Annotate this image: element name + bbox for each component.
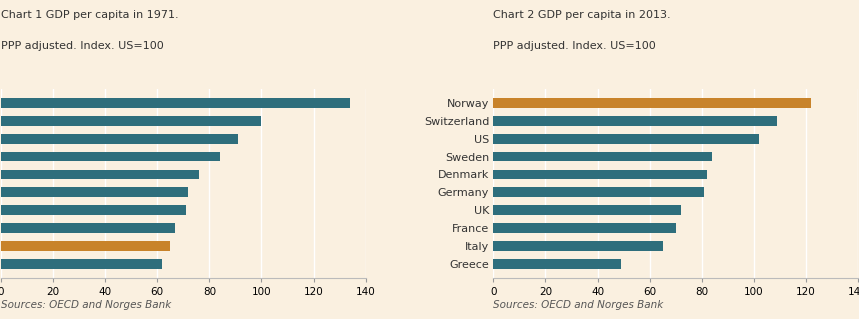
- Bar: [493, 169, 707, 179]
- Text: Sources: OECD and Norges Bank: Sources: OECD and Norges Bank: [1, 300, 171, 310]
- Bar: [1, 152, 220, 161]
- Bar: [1, 223, 175, 233]
- Bar: [493, 241, 662, 251]
- Bar: [1, 116, 261, 126]
- Text: PPP adjusted. Index. US=100: PPP adjusted. Index. US=100: [1, 41, 163, 51]
- Text: Chart 1 GDP per capita in 1971.: Chart 1 GDP per capita in 1971.: [1, 10, 179, 19]
- Bar: [493, 223, 676, 233]
- Bar: [493, 134, 759, 144]
- Bar: [1, 241, 170, 251]
- Text: Sources: OECD and Norges Bank: Sources: OECD and Norges Bank: [493, 300, 664, 310]
- Bar: [1, 188, 188, 197]
- Text: Chart 2 GDP per capita in 2013.: Chart 2 GDP per capita in 2013.: [493, 10, 671, 19]
- Bar: [1, 98, 350, 108]
- Bar: [1, 259, 162, 269]
- Bar: [493, 116, 777, 126]
- Bar: [1, 205, 186, 215]
- Bar: [1, 134, 238, 144]
- Bar: [493, 205, 681, 215]
- Bar: [493, 98, 811, 108]
- Bar: [493, 152, 712, 161]
- Bar: [493, 259, 621, 269]
- Bar: [493, 188, 704, 197]
- Text: PPP adjusted. Index. US=100: PPP adjusted. Index. US=100: [493, 41, 656, 51]
- Bar: [1, 169, 199, 179]
